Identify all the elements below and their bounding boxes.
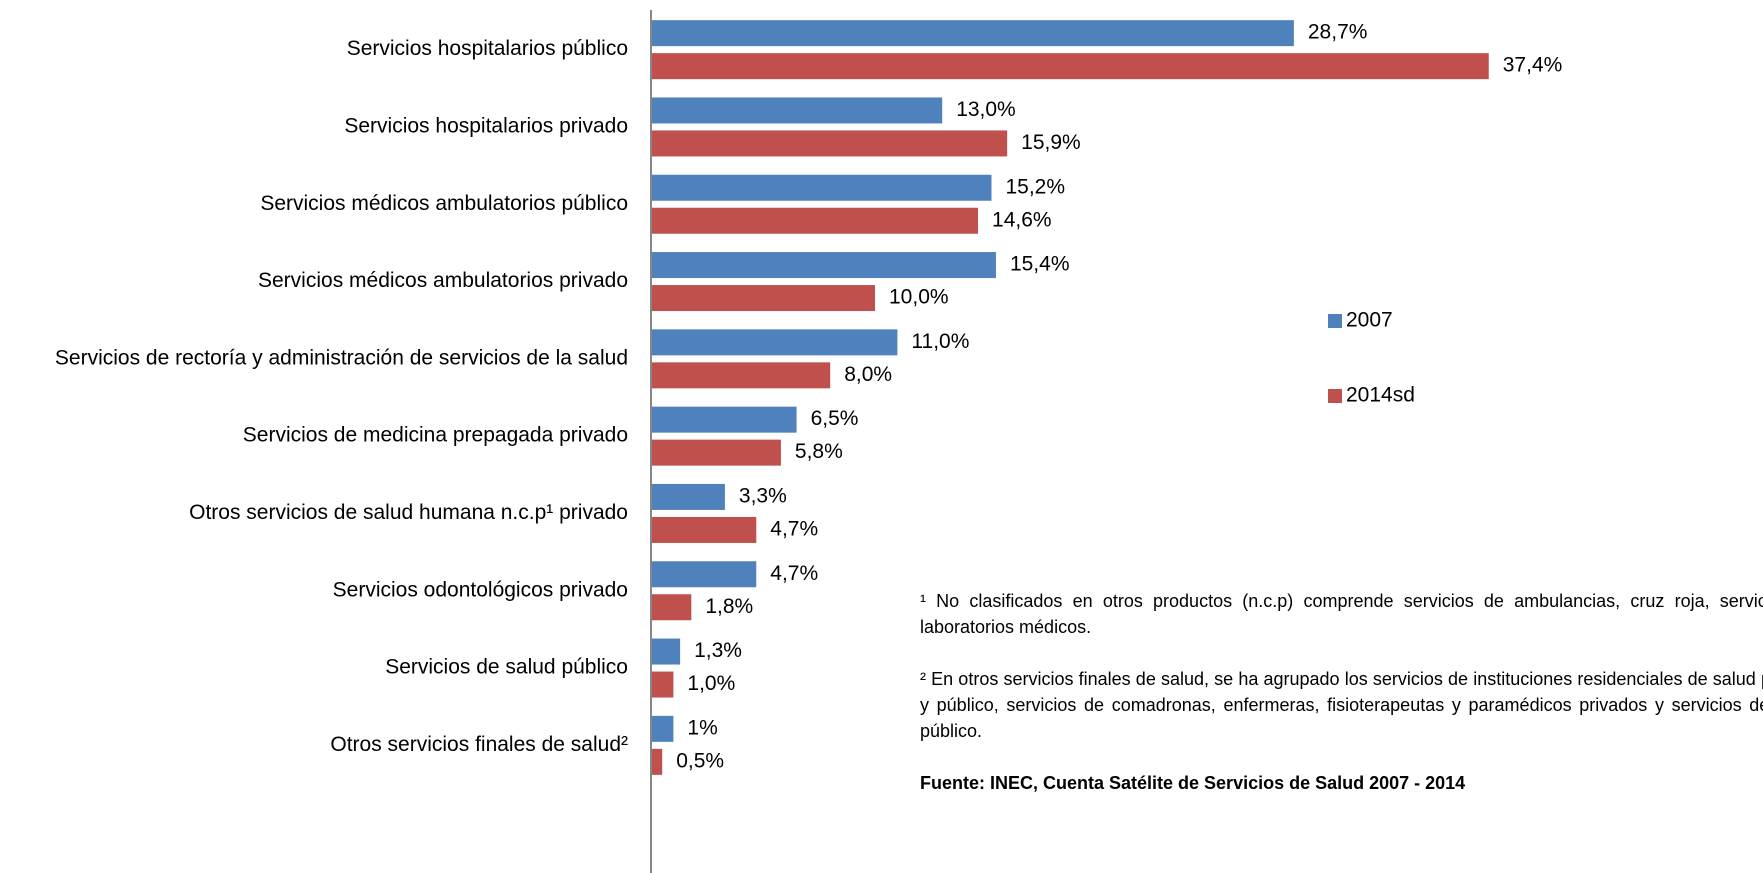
- y-tick-label: Servicios de rectoría y administración d…: [55, 346, 628, 369]
- value-label: 15,2%: [1005, 175, 1065, 198]
- y-tick-label: Servicios médicos ambulatorios público: [260, 192, 628, 215]
- y-tick-label: Servicios médicos ambulatorios privado: [258, 269, 628, 292]
- value-label: 0,5%: [676, 749, 724, 772]
- y-tick-label: Servicios hospitalarios privado: [344, 114, 628, 137]
- bar: [651, 174, 992, 201]
- y-tick-label: Servicios hospitalarios público: [347, 37, 628, 60]
- value-label: 15,4%: [1010, 253, 1070, 276]
- notes: ¹ No clasificados en otros productos (n.…: [920, 588, 1763, 822]
- bar: [651, 638, 681, 665]
- y-tick-label: Otros servicios finales de salud²: [330, 733, 628, 756]
- bar: [651, 252, 996, 279]
- bar: [651, 594, 692, 621]
- value-label: 13,0%: [956, 98, 1016, 121]
- y-tick-label: Servicios de medicina prepagada privado: [243, 424, 628, 447]
- value-label: 1%: [687, 716, 717, 739]
- bar: [651, 671, 674, 698]
- value-label: 11,0%: [911, 330, 969, 353]
- bar: [651, 439, 781, 466]
- bar: [651, 285, 875, 312]
- value-label: 14,6%: [992, 208, 1052, 231]
- value-label: 4,7%: [770, 562, 818, 585]
- bar: [651, 329, 898, 356]
- legend-label: 2007: [1346, 309, 1393, 332]
- value-label: 6,5%: [811, 407, 859, 430]
- source: Fuente: INEC, Cuenta Satélite de Servici…: [920, 773, 1466, 793]
- bar: [651, 483, 725, 510]
- y-tick-label: Otros servicios de salud humana n.c.p¹ p…: [189, 501, 628, 524]
- legend-swatch: [1328, 389, 1342, 403]
- bar: [651, 97, 943, 124]
- bar: [651, 53, 1489, 80]
- value-label: 4,7%: [770, 517, 818, 540]
- y-tick-label: Servicios de salud público: [385, 656, 628, 679]
- footnote: ¹ No clasificados en otros productos (n.…: [920, 591, 1763, 637]
- bar: [651, 362, 831, 389]
- footnote: ² En otros servicios finales de salud, s…: [920, 669, 1763, 741]
- bar: [651, 20, 1294, 47]
- value-label: 1,3%: [694, 639, 742, 662]
- value-label: 10,0%: [889, 286, 949, 309]
- y-tick-label: Servicios odontológicos privado: [333, 578, 628, 601]
- value-label: 8,0%: [844, 363, 892, 386]
- bar: [651, 207, 979, 234]
- bar: [651, 516, 757, 543]
- legend-swatch: [1328, 314, 1342, 328]
- bar: [651, 406, 797, 433]
- value-label: 1,8%: [705, 595, 753, 618]
- value-label: 1,0%: [687, 672, 735, 695]
- value-label: 5,8%: [795, 440, 843, 463]
- value-label: 37,4%: [1503, 54, 1563, 77]
- value-label: 3,3%: [739, 484, 787, 507]
- value-label: 15,9%: [1021, 131, 1081, 154]
- legend-label: 2014sd: [1346, 384, 1415, 407]
- bar: [651, 561, 757, 588]
- bar: [651, 748, 663, 775]
- bar: [651, 130, 1008, 157]
- value-label: 28,7%: [1308, 21, 1368, 44]
- bar: [651, 715, 674, 742]
